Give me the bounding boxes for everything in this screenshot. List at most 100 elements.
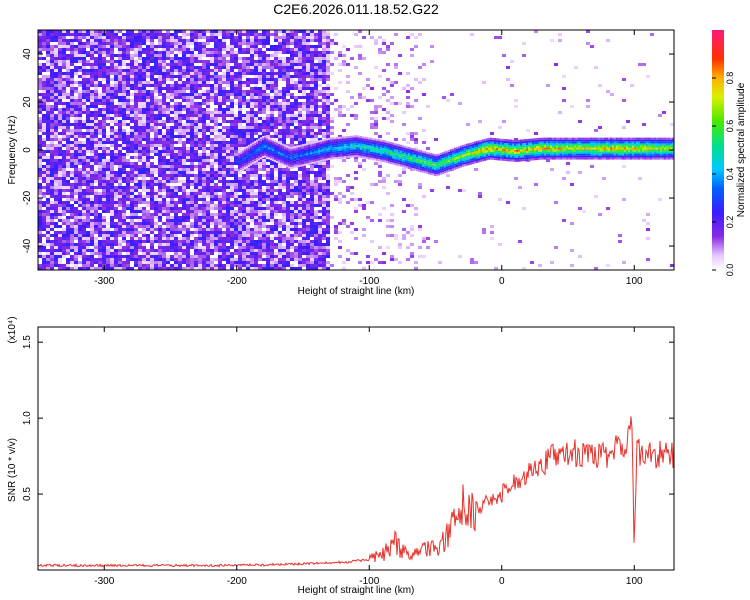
spectrogram-cell xyxy=(198,93,202,96)
spectrogram-cell xyxy=(138,33,142,36)
spectrogram-cell xyxy=(310,258,314,261)
spectrogram-cell xyxy=(98,207,102,210)
spectrogram-cell xyxy=(206,177,210,180)
spectrogram-cell xyxy=(258,231,262,234)
spectrogram-cell xyxy=(58,186,62,189)
spectrogram-cell xyxy=(274,162,278,165)
spectrogram-cell xyxy=(210,138,214,141)
spectrogram-cell xyxy=(42,69,46,72)
spectrogram-cell xyxy=(110,90,114,93)
spectrogram-cell xyxy=(254,222,258,225)
spectrogram-cell xyxy=(74,255,78,258)
spectrogram-cell xyxy=(46,39,50,42)
spectrogram-cell xyxy=(270,189,274,192)
spectrogram-cell xyxy=(50,252,54,255)
spectrogram-cell xyxy=(314,72,318,75)
spectrogram-cell xyxy=(174,222,178,225)
spectrogram-cell xyxy=(178,258,182,261)
spectrogram-cell xyxy=(122,57,126,60)
spectrogram-cell xyxy=(214,120,218,123)
spectrogram-cell xyxy=(158,120,162,123)
spectrogram-cell xyxy=(182,141,186,144)
spectrogram-cell xyxy=(162,207,166,210)
spectrogram-cell xyxy=(122,174,126,177)
spectrogram-cell xyxy=(222,75,226,78)
spectrogram-cell xyxy=(58,156,62,159)
spectrogram-cell xyxy=(278,177,282,180)
spectrogram-cell xyxy=(182,60,186,63)
spectrogram-cell xyxy=(250,87,254,90)
spectrogram-cell xyxy=(262,51,266,54)
spectrogram-cell xyxy=(178,114,182,117)
spectrogram-cell xyxy=(290,216,294,219)
spectrogram-cell xyxy=(90,96,94,99)
spectrogram-cell xyxy=(38,147,42,150)
spectrogram-cell xyxy=(286,48,290,51)
spectrogram-cell xyxy=(170,69,174,72)
spectrogram-cell xyxy=(254,78,258,81)
spectrogram-cell xyxy=(210,63,214,66)
spectrogram-cell xyxy=(182,183,186,186)
spectrogram-cell xyxy=(202,72,206,75)
spectrogram-cell xyxy=(310,93,314,96)
spectrogram-cell xyxy=(250,192,254,195)
spectrogram-cell xyxy=(266,243,270,246)
spectrogram-cell xyxy=(50,225,54,228)
spectrogram-cell xyxy=(194,153,198,156)
spectrogram-cell xyxy=(94,126,98,129)
spectrogram-cell xyxy=(186,171,190,174)
spectrogram-cell xyxy=(62,51,66,54)
spectrogram-cell xyxy=(142,168,146,171)
spectrogram-cell xyxy=(178,141,182,144)
spectrogram-cell xyxy=(82,258,86,261)
spectrogram-cell xyxy=(270,96,274,99)
spectrogram-cell xyxy=(262,93,266,96)
spectrogram-cell xyxy=(58,246,62,249)
spectrogram-cell xyxy=(146,120,150,123)
spectrogram-cell xyxy=(98,96,102,99)
spectrogram-cell xyxy=(178,105,182,108)
spectrogram-cell xyxy=(306,114,310,117)
spectrogram-cell xyxy=(218,90,222,93)
spectrogram-cell xyxy=(126,30,130,33)
spectrogram-cell xyxy=(94,216,98,219)
spectrogram-cell xyxy=(230,195,234,198)
spectrogram-cell xyxy=(122,249,126,252)
spectrogram-cell xyxy=(234,117,238,120)
spectrogram-cell xyxy=(274,105,278,108)
spectrogram-cell xyxy=(302,120,306,123)
spectrogram-cell xyxy=(202,171,206,174)
spectrogram-cell xyxy=(150,78,154,81)
spectrogram-cell xyxy=(194,231,198,234)
spectrogram-cell xyxy=(282,51,286,54)
spectrogram-cell xyxy=(46,105,50,108)
spectrogram-cell xyxy=(134,93,138,96)
spectrogram-cell xyxy=(126,114,130,117)
spectrogram-cell xyxy=(190,69,194,72)
spectrogram-cell xyxy=(142,213,146,216)
spectrogram-cell xyxy=(178,171,182,174)
spectrogram-cell xyxy=(190,42,194,45)
spectrogram-cell xyxy=(78,117,82,120)
spectrogram-cell xyxy=(310,96,314,99)
spectrogram-cell xyxy=(58,267,62,270)
spectrogram-cell xyxy=(106,135,110,138)
spectrogram-cell xyxy=(158,114,162,117)
spectrogram-cell xyxy=(310,138,314,141)
spectrogram-cell xyxy=(298,63,302,66)
spectrogram-cell xyxy=(230,129,234,132)
spectrogram-cell xyxy=(278,237,282,240)
spectrogram-cell xyxy=(126,42,130,45)
spectrogram-cell xyxy=(194,201,198,204)
spectrogram-cell xyxy=(74,183,78,186)
spectrogram-cell xyxy=(122,186,126,189)
spectrogram-cell xyxy=(214,171,218,174)
spectrogram-cell xyxy=(142,225,146,228)
spectrogram-cell xyxy=(218,213,222,216)
spectrogram-cell xyxy=(254,162,258,165)
spectrogram-cell xyxy=(138,207,142,210)
spectrogram-cell xyxy=(142,240,146,243)
spectrogram-cell xyxy=(242,237,246,240)
spectrogram-cell xyxy=(86,141,90,144)
spectrogram-cell xyxy=(130,240,134,243)
